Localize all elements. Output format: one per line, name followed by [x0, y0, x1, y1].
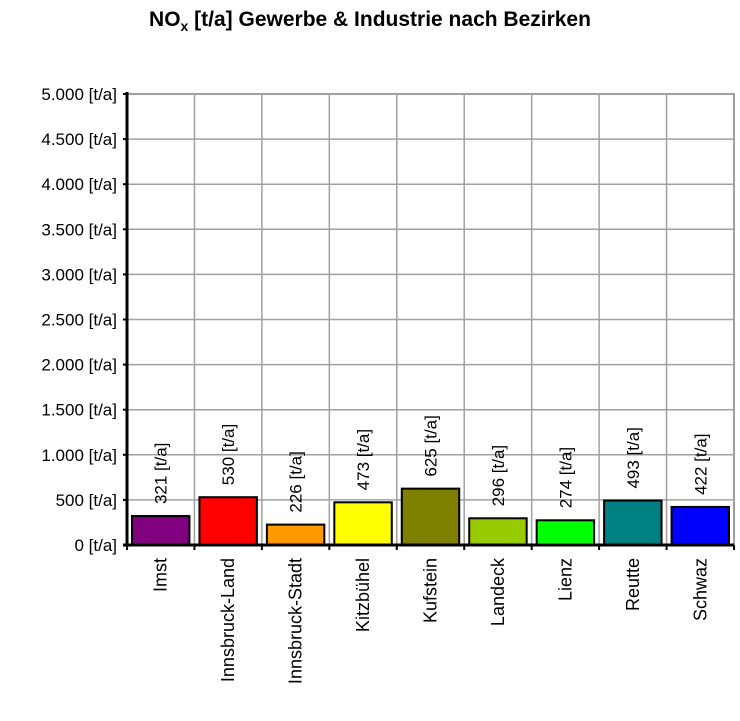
- y-tick-label: 4.000 [t/a]: [41, 175, 117, 194]
- bar-landeck: [468, 517, 528, 546]
- y-tick-label: 2.500 [t/a]: [41, 311, 117, 330]
- bar-kitzbühel: [333, 501, 393, 546]
- x-category-label: Reutte: [623, 558, 643, 611]
- y-tick-label: 500 [t/a]: [56, 491, 117, 510]
- x-category-label: Kitzbühel: [353, 558, 373, 632]
- y-tick-label: 4.500 [t/a]: [41, 130, 117, 149]
- value-label: 296 [t/a]: [489, 445, 508, 506]
- value-label: 321 [t/a]: [152, 443, 171, 504]
- x-category-label: Innsbruck-Stadt: [286, 558, 306, 684]
- bar-lienz: [535, 519, 596, 547]
- chart-title: NOx [t/a] Gewerbe & Industrie nach Bezir…: [149, 8, 591, 35]
- value-label: 422 [t/a]: [691, 433, 710, 494]
- y-tick-label: 1.000 [t/a]: [41, 446, 117, 465]
- value-label: 226 [t/a]: [287, 451, 306, 512]
- x-category-label: Landeck: [488, 557, 508, 626]
- value-label: 473 [t/a]: [354, 429, 373, 490]
- y-tick-label: 3.500 [t/a]: [41, 220, 117, 239]
- y-tick-label: 5.000 [t/a]: [41, 85, 117, 104]
- x-category-label: Kufstein: [421, 558, 441, 623]
- value-label: 274 [t/a]: [556, 447, 575, 508]
- bar-innsbruck-stadt: [265, 523, 326, 547]
- bar-schwaz: [670, 505, 730, 547]
- value-label: 625 [t/a]: [422, 415, 441, 476]
- y-tick-label: 3.000 [t/a]: [41, 265, 117, 284]
- bar-imst: [131, 515, 191, 546]
- bar-innsbruck-land: [198, 496, 258, 546]
- y-tick-label: 0 [t/a]: [74, 536, 117, 555]
- y-tick-label: 2.000 [t/a]: [41, 356, 117, 375]
- x-category-label: Imst: [151, 558, 171, 592]
- value-label: 530 [t/a]: [219, 424, 238, 485]
- value-label: 493 [t/a]: [624, 427, 643, 488]
- x-category-label: Schwaz: [690, 558, 710, 621]
- x-category-label: Innsbruck-Land: [218, 558, 238, 682]
- y-tick-label: 1.500 [t/a]: [41, 401, 117, 420]
- bar-kufstein: [400, 487, 461, 546]
- bar-reutte: [603, 499, 663, 547]
- x-category-label: Lienz: [555, 558, 575, 601]
